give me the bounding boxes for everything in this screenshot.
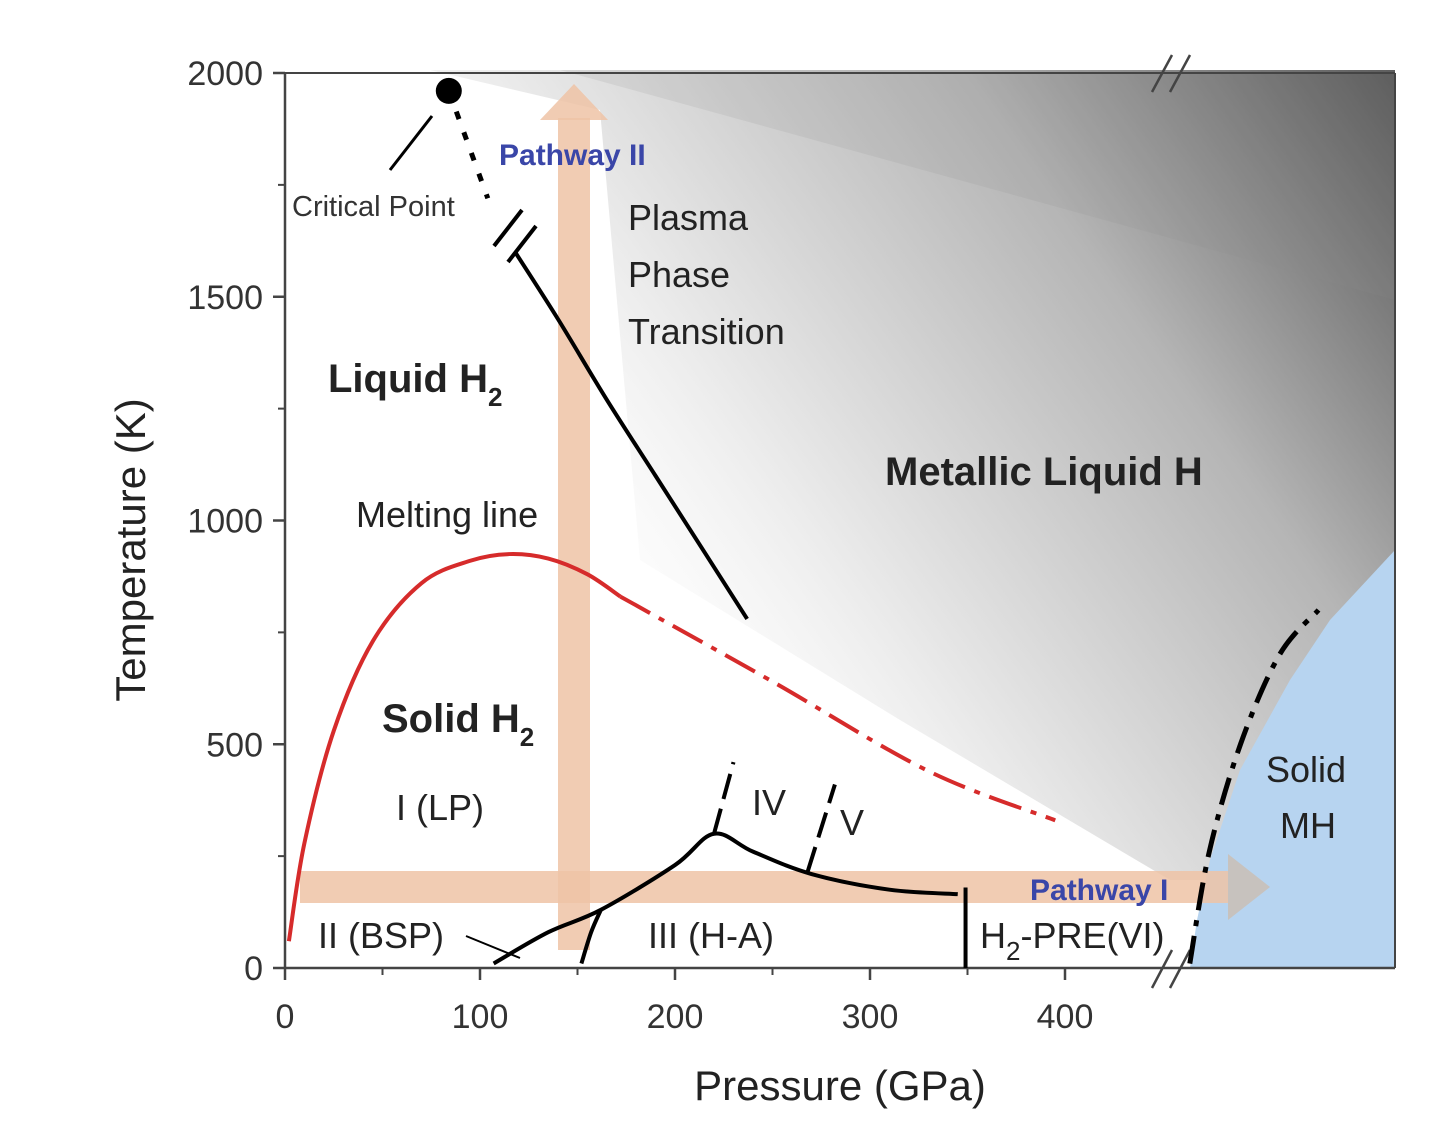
series-group [286,90,1321,968]
solid-h2-label: Solid H2 [382,697,534,752]
critical-point-leader [388,115,434,171]
axis-break-bottom [1150,949,1192,989]
melting-line-extrapolated [619,594,1056,823]
y-tick-label: 1500 [187,279,263,317]
y-tick-label: 2000 [187,55,263,93]
metallic-liquid-region-edge [560,70,1395,300]
phase-6-label: H2-PRE(VI) [980,915,1164,966]
x-axis-title: Pressure (GPa) [694,1062,986,1109]
y-axis-ticks: 0 500 1000 1500 2000 [187,55,285,988]
plasma-line-break [492,208,538,264]
critical-point-label: Critical Point [292,191,455,223]
phase-3-4-boundary [712,761,736,835]
phase-1-label: I (LP) [396,787,484,828]
phase-5-label: V [840,802,864,843]
x-axis-ticks: 0 100 200 300 400 [276,968,1094,1036]
phase-2-label: II (BSP) [318,915,444,956]
y-axis-title: Temperature (K) [107,398,154,701]
x-tick-label: 300 [842,998,899,1036]
solid-mh-label-2: MH [1280,805,1336,846]
phase-2-leader [465,935,521,959]
phase-2-3-boundary [579,909,603,965]
metallic-liquid-region [430,70,1395,880]
plasma-label-3: Transition [628,311,785,352]
x-tick-label: 0 [276,998,295,1036]
x-tick-label: 200 [647,998,704,1036]
pathway-2-arrow [540,84,608,950]
plasma-label-2: Phase [628,254,730,295]
melting-line-solid [286,552,622,942]
metallic-liquid-label: Metallic Liquid H [885,450,1203,494]
liquid-h2-label: Liquid H2 [328,357,502,412]
pathway-1-arrow [300,854,1270,920]
metallic-solid-boundary [1187,608,1321,964]
x-tick-label: 100 [452,998,509,1036]
solid-mh-label-1: Solid [1266,749,1346,790]
plasma-phase-transition-line [513,250,749,621]
liquid-gas-line-dotted [446,90,491,200]
y-tick-label: 0 [244,950,263,988]
y-tick-label: 1000 [187,503,263,541]
y-tick-label: 500 [206,726,263,764]
phase-4-5-boundary [805,783,837,873]
x-tick-label: 400 [1037,998,1094,1036]
phase-3-label: III (H-A) [648,915,774,956]
phase-4-label: IV [752,782,786,823]
pathway-1-label: Pathway I [1030,874,1168,907]
critical-point-marker [435,77,462,104]
melting-line-label: Melting line [356,494,538,535]
axis-break-top [1150,54,1192,93]
pathway-2-label: Pathway II [499,139,646,172]
solid-mh-region [1190,550,1395,968]
plasma-label-1: Plasma [628,197,749,238]
